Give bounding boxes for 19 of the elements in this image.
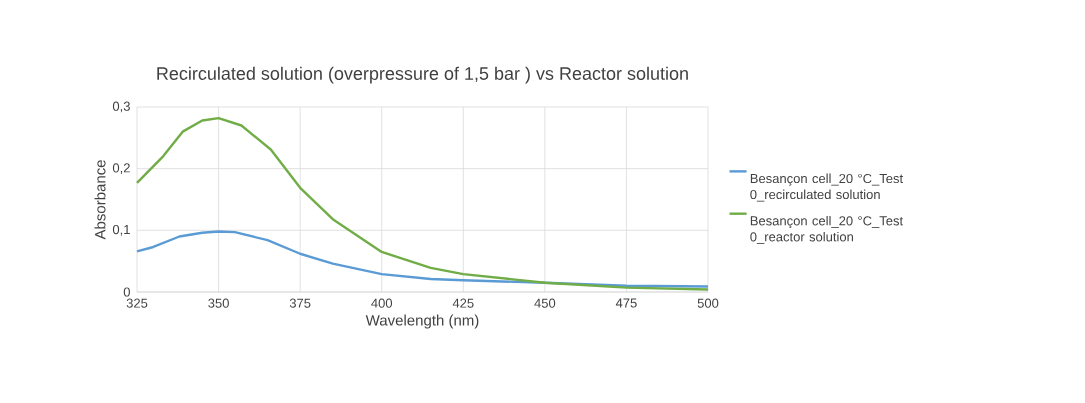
y-tick-label: 0,1 (112, 224, 130, 236)
x-tick-label: 500 (697, 298, 719, 308)
x-tick-label: 325 (126, 298, 148, 308)
legend-label: Besançon cell_20 °C_Test 0_recirculated solution (750, 173, 904, 202)
line-series (135, 230, 710, 288)
chart-title: Recirculated solution (overpressure of 1,5 bar ) vs Reactor solution (157, 66, 688, 84)
x-tick-label: 425 (452, 298, 474, 308)
legend-label: Besançon cell_20 °C_Test 0_reactor solution (750, 215, 904, 244)
y-axis-title: Absorbance (94, 160, 106, 240)
y-tick-label: 0,3 (112, 101, 130, 113)
x-tick-label: 375 (289, 298, 311, 308)
line-series (135, 116, 710, 291)
x-tick-label: 400 (371, 298, 393, 308)
y-tick-label: 0 (123, 287, 130, 297)
y-tick-label: 0,2 (112, 163, 130, 175)
x-tick-label: 475 (615, 298, 637, 308)
x-tick-label: 450 (534, 298, 556, 308)
x-axis-title: Wavelength (nm) (365, 314, 479, 329)
x-tick-label: 350 (208, 298, 229, 308)
